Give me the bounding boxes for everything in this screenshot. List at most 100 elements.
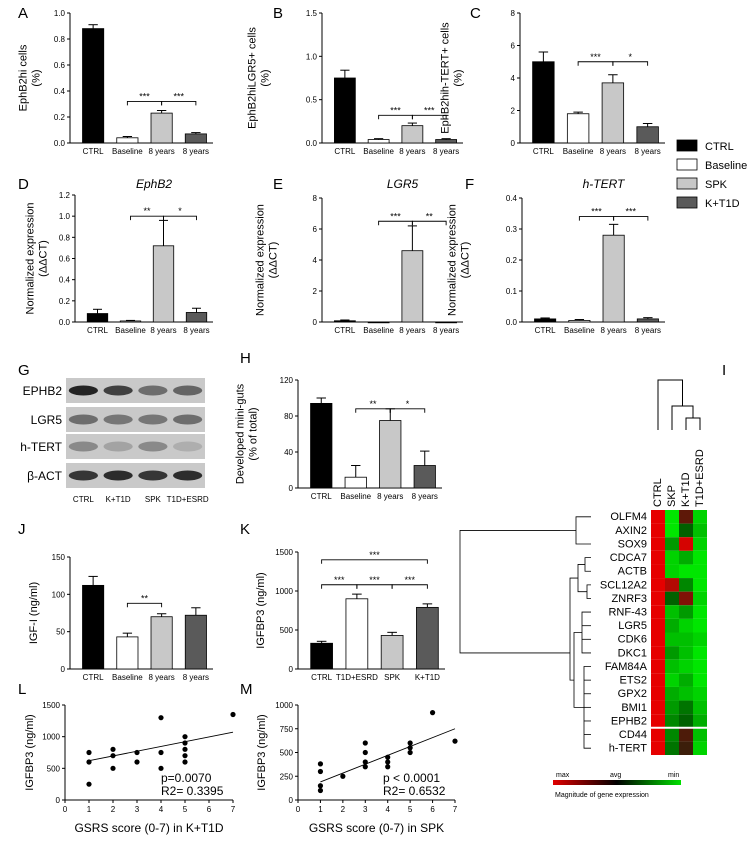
significance-label: ** bbox=[426, 211, 434, 221]
blot-strip bbox=[66, 434, 205, 459]
heatmap-cell bbox=[651, 537, 665, 551]
heatmap-cell bbox=[693, 700, 707, 715]
annotation-r2: R2= 0.3395 bbox=[161, 784, 224, 798]
y-axis-label: EphB2hi cells bbox=[18, 44, 30, 111]
heatmap-cell bbox=[665, 659, 679, 674]
blot-row-label: LGR5 bbox=[31, 413, 63, 427]
x-tick-label: 8 years bbox=[399, 326, 425, 335]
y-tick-label: 750 bbox=[280, 725, 294, 734]
blot-row-label: β-ACT bbox=[27, 469, 63, 483]
y-tick-label: 1000 bbox=[275, 587, 293, 596]
x-tick-label: CTRL bbox=[311, 492, 332, 501]
x-axis-label: GSRS score (0-7) in K+T1D bbox=[74, 821, 223, 835]
y-tick-label: 0.4 bbox=[59, 276, 71, 285]
bar bbox=[367, 139, 390, 144]
dendrogram-branch bbox=[685, 417, 701, 430]
y-axis-label: EphB2hiLGR5+ cells bbox=[247, 27, 259, 129]
x-tick-label: 8 years bbox=[433, 147, 459, 156]
panel-a: A 0.0 0.2 0.4 0.6 0.8 1.0 EphB2hi cells (%) CTRL B… bbox=[18, 5, 213, 156]
significance-bracket bbox=[411, 220, 447, 226]
bar bbox=[344, 476, 367, 489]
heatmap-cell bbox=[693, 537, 707, 551]
bar bbox=[534, 318, 557, 323]
y-axis-label: (% of total) bbox=[248, 407, 260, 460]
x-axis-label: GSRS score (0-7) in SPK bbox=[309, 821, 444, 835]
data-point bbox=[362, 749, 368, 756]
heatmap-cell bbox=[693, 523, 707, 538]
significance-bracket bbox=[578, 216, 615, 221]
dendrogram-branch bbox=[586, 584, 591, 599]
significance-bracket bbox=[378, 220, 413, 226]
heatmap-cell bbox=[651, 510, 665, 524]
x-tick-label: 0 bbox=[296, 805, 301, 814]
x-tick-label: Baseline bbox=[340, 492, 371, 501]
data-point bbox=[362, 740, 368, 746]
heatmap-cell bbox=[679, 646, 693, 660]
data-point bbox=[158, 765, 164, 771]
legend-swatch bbox=[676, 177, 698, 190]
blot-lane-label: CTRL bbox=[73, 495, 94, 504]
x-tick-label: 8 years bbox=[183, 147, 209, 156]
panel-letter: G bbox=[18, 362, 30, 379]
bar bbox=[380, 635, 404, 670]
bar bbox=[334, 77, 356, 144]
x-tick-label: 8 years bbox=[433, 326, 459, 335]
significance-label: * bbox=[406, 399, 410, 409]
y-axis-label: (%) bbox=[31, 69, 43, 86]
bar bbox=[184, 614, 207, 670]
heatmap-cell bbox=[665, 632, 679, 647]
blot-band bbox=[68, 470, 98, 481]
panel-letter: F bbox=[465, 176, 474, 193]
y-tick-label: 100 bbox=[52, 590, 66, 599]
x-tick-label: 8 years bbox=[183, 673, 209, 682]
panel-letter: D bbox=[18, 176, 29, 193]
x-tick-label: 8 years bbox=[399, 147, 425, 156]
legend-label: Baseline bbox=[705, 160, 747, 172]
x-tick-label: CTRL bbox=[83, 147, 104, 156]
y-tick-label: 8 bbox=[511, 9, 516, 18]
gene-label: h-TERT bbox=[609, 743, 648, 755]
heatmap-cell bbox=[665, 700, 679, 715]
y-tick-label: 1.0 bbox=[306, 52, 318, 61]
x-tick-label: 2 bbox=[341, 805, 346, 814]
heatmap-cell bbox=[665, 618, 679, 633]
y-axis-label: IGFBP3 (ng/ml) bbox=[256, 714, 268, 790]
y-tick-label: 2 bbox=[511, 107, 516, 116]
heatmap-cell bbox=[651, 591, 665, 606]
heatmap-cell bbox=[693, 646, 707, 660]
blot-band bbox=[138, 414, 168, 425]
annotation-p: p < 0.0001 bbox=[383, 771, 440, 785]
bar bbox=[401, 250, 424, 323]
heatmap-cell bbox=[665, 578, 679, 592]
x-tick-label: 7 bbox=[231, 805, 236, 814]
significance-label: *** bbox=[625, 207, 636, 217]
heatmap-cell bbox=[665, 686, 679, 701]
y-tick-label: 50 bbox=[56, 628, 65, 637]
x-tick-label: 3 bbox=[135, 805, 140, 814]
legend-label: SPK bbox=[705, 179, 728, 191]
blot-band bbox=[103, 385, 133, 396]
significance-label: *** bbox=[591, 207, 602, 217]
y-tick-label: 1.0 bbox=[54, 9, 66, 18]
gene-label: DKC1 bbox=[618, 647, 647, 659]
bar bbox=[532, 61, 555, 144]
blot-band bbox=[103, 414, 133, 425]
y-tick-label: 0 bbox=[511, 139, 516, 148]
significance-label: *** bbox=[369, 575, 380, 585]
heatmap-cell bbox=[679, 510, 693, 524]
panel-letter: J bbox=[18, 521, 26, 538]
annotation-p: p=0.0070 bbox=[161, 771, 212, 785]
y-axis-label: Normalized expression bbox=[25, 203, 37, 315]
bar bbox=[636, 318, 659, 323]
heatmap-cell bbox=[679, 605, 693, 619]
y-tick-label: 1500 bbox=[42, 701, 60, 710]
y-tick-label: 0 bbox=[56, 796, 61, 805]
y-tick-label: 0.8 bbox=[59, 233, 71, 242]
y-tick-label: 0.0 bbox=[59, 318, 71, 327]
heatmap-cell bbox=[679, 714, 693, 728]
y-tick-label: 0 bbox=[61, 665, 66, 674]
significance-bracket bbox=[389, 408, 426, 413]
significance-bracket bbox=[126, 602, 163, 608]
heatmap-cell bbox=[651, 741, 665, 755]
gene-label: ETS2 bbox=[619, 675, 647, 687]
